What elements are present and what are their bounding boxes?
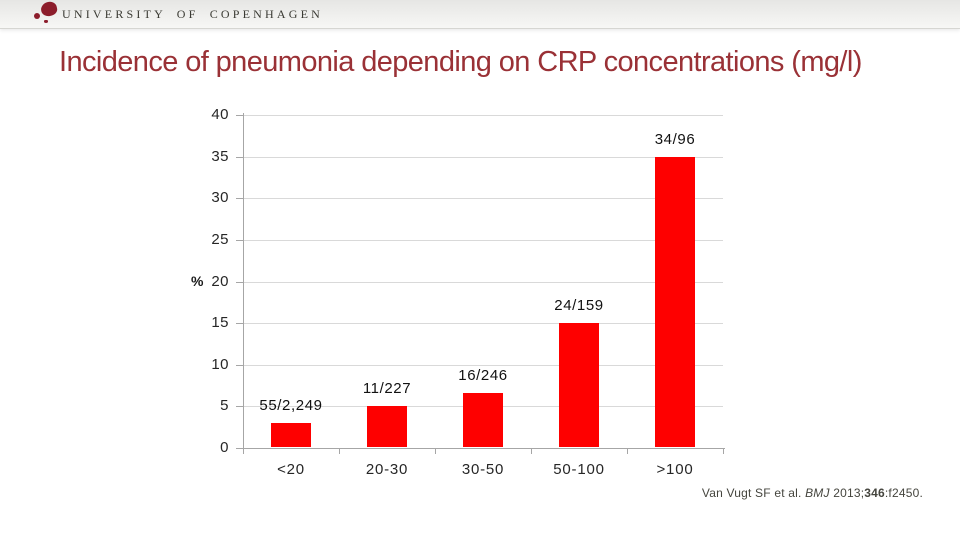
y-gridline (243, 198, 723, 199)
x-axis-tick (531, 448, 532, 454)
y-axis-tick (236, 282, 243, 283)
y-gridline (243, 365, 723, 366)
y-axis-tick (236, 365, 243, 366)
y-tick-label: 10 (211, 356, 229, 373)
y-gridline (243, 282, 723, 283)
y-axis-line (243, 113, 244, 453)
x-tick-label: <20 (277, 461, 305, 478)
y-tick-label: 30 (211, 189, 229, 206)
y-axis-tick (236, 240, 243, 241)
x-axis-tick (627, 448, 628, 454)
bar-value-label: 11/227 (362, 380, 412, 397)
university-wordmark: UNIVERSITY OF COPENHAGEN (62, 7, 324, 21)
x-axis-tick (435, 448, 436, 454)
y-tick-label: 20 (211, 273, 229, 290)
bar-value-label: 55/2,249 (259, 397, 323, 414)
citation-journal: BMJ (805, 486, 830, 500)
y-axis-tick (236, 198, 243, 199)
bar-value-label: 34/96 (654, 131, 696, 148)
y-gridline (243, 323, 723, 324)
y-axis-tick (236, 406, 243, 407)
y-gridline (243, 240, 723, 241)
x-tick-label: 50-100 (553, 461, 605, 478)
citation-year: 2013; (829, 486, 865, 500)
citation: Van Vugt SF et al. BMJ 2013;346:f2450. (702, 486, 923, 500)
y-gridline (243, 157, 723, 158)
citation-pages: :f2450. (884, 486, 923, 500)
citation-volume: 346 (864, 486, 885, 500)
logo-dot-medium (34, 13, 40, 19)
x-tick-label: 30-50 (461, 461, 505, 478)
x-axis-tick (339, 448, 340, 454)
y-gridline (243, 115, 723, 116)
slide-title: Incidence of pneumonia depending on CRP … (59, 46, 862, 78)
y-tick-label: 40 (211, 106, 229, 123)
y-tick-label: 0 (220, 439, 229, 456)
university-logo-icon (33, 0, 59, 26)
bar (559, 323, 599, 447)
x-tick-label: >100 (656, 461, 694, 478)
citation-authors: Van Vugt SF et al. (701, 486, 806, 500)
y-axis-tick (236, 323, 243, 324)
university-header-bar: UNIVERSITY OF COPENHAGEN (0, 0, 960, 29)
y-tick-label: 15 (211, 314, 229, 331)
bar-value-label: 24/159 (554, 297, 604, 314)
x-axis-line (236, 448, 725, 449)
y-axis-title: % (191, 273, 204, 289)
y-axis-tick (236, 115, 243, 116)
y-tick-label: 35 (211, 148, 229, 165)
bar (367, 406, 407, 447)
logo-dot-small (44, 20, 48, 23)
bar-value-label: 16/246 (458, 367, 508, 384)
bar (463, 393, 503, 447)
x-axis-tick (243, 448, 244, 454)
y-tick-label: 5 (220, 397, 229, 414)
y-tick-label: 25 (211, 231, 229, 248)
x-axis-tick (723, 448, 724, 454)
y-axis-tick (236, 157, 243, 158)
bar (271, 423, 311, 447)
x-tick-label: 20-30 (365, 461, 409, 478)
bar (655, 157, 695, 447)
